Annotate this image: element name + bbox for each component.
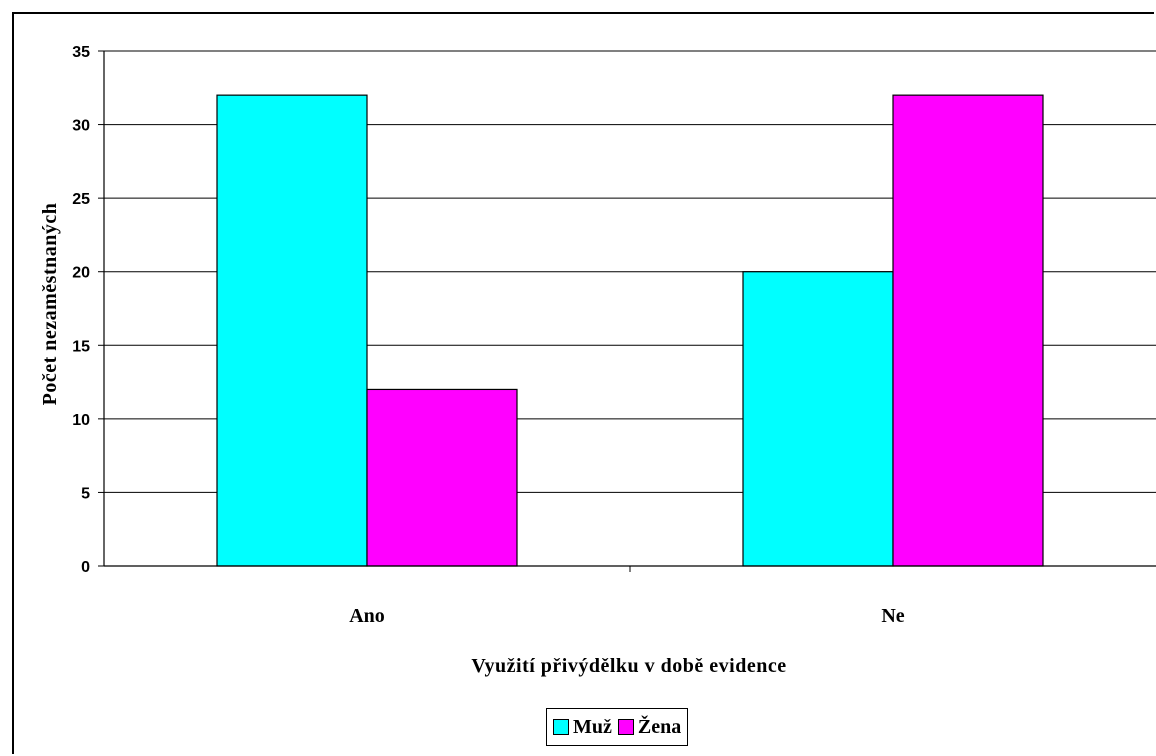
y-tick-label-30: 30 bbox=[72, 118, 90, 135]
legend-item-muz: Muž bbox=[553, 716, 612, 739]
bar-ne-0 bbox=[742, 271, 894, 567]
y-tick-labels: 0 5 10 15 20 25 30 35 bbox=[72, 44, 90, 576]
bars bbox=[216, 94, 1044, 567]
y-tick-label-35: 35 bbox=[72, 44, 90, 61]
y-tick-label-25: 25 bbox=[72, 191, 90, 208]
bar-ano-0 bbox=[216, 94, 368, 567]
x-axis-title: Využití přivýdělku v době evidence bbox=[471, 655, 786, 677]
bar-ne-1 bbox=[892, 94, 1044, 567]
y-tick-label-15: 15 bbox=[72, 338, 90, 355]
y-axis-title: Počet nezaměstnaných bbox=[39, 203, 61, 406]
y-tick-label-0: 0 bbox=[81, 559, 90, 576]
axes bbox=[98, 50, 1156, 572]
y-tick-label-10: 10 bbox=[72, 412, 90, 429]
legend-label-zena: Žena bbox=[637, 715, 682, 738]
legend-label-muz: Muž bbox=[573, 715, 612, 738]
legend-item-zena: Žena bbox=[617, 715, 682, 739]
y-tick-label-5: 5 bbox=[81, 485, 90, 502]
y-tick-label-20: 20 bbox=[72, 265, 90, 282]
x-tick-label-ano: Ano bbox=[349, 605, 385, 627]
x-tick-labels: Ano Ne bbox=[349, 605, 905, 627]
legend: Muž Žena bbox=[546, 708, 689, 746]
bar-ano-1 bbox=[366, 388, 518, 567]
x-tick-label-ne: Ne bbox=[881, 605, 904, 627]
legend-swatch-muz bbox=[553, 719, 569, 735]
legend-swatch-zena bbox=[617, 719, 634, 735]
